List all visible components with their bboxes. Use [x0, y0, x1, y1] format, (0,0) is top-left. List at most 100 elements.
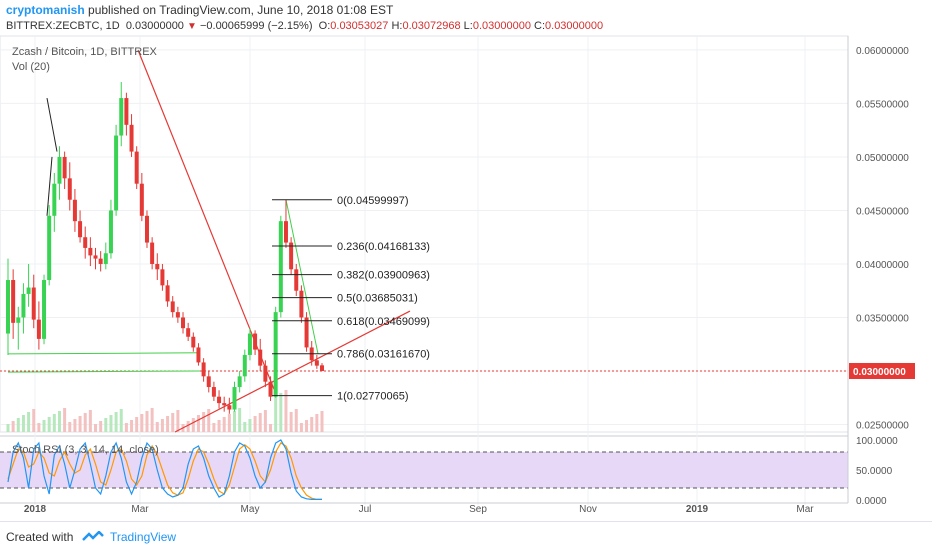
fib-level-label: 1(0.02770065)	[337, 391, 409, 403]
chart-area[interactable]: 0(0.04599997) 0.236(0.04168133) 0.382(0.03…	[0, 0, 932, 521]
price-pane-border	[0, 35, 849, 433]
time-axis: 2018 Mar May Jul Sep Nov 2019 Mar	[0, 502, 848, 515]
candle-body	[175, 312, 180, 318]
volume-bar	[279, 393, 283, 432]
volume-bar	[274, 396, 278, 432]
author-link[interactable]: cryptomanish	[6, 3, 85, 17]
candle-body	[196, 347, 201, 363]
volume-bar	[21, 415, 25, 432]
volume-bar	[263, 410, 267, 432]
price-axis: 0.06000000 0.05500000 0.05000000 0.04500000…	[847, 36, 915, 507]
volume-bar	[99, 421, 103, 432]
down-arrow-icon: ▼	[187, 21, 197, 32]
volume-bar	[150, 408, 154, 432]
volume-bar	[253, 416, 257, 432]
candle-body	[206, 376, 211, 388]
price-tick-label: 0.03500000	[856, 313, 909, 324]
price-tick-label: 0.04500000	[856, 206, 909, 217]
candle-body	[283, 221, 288, 243]
volume-bar	[114, 412, 118, 432]
stoch-tick-label: 100.0000	[856, 436, 898, 447]
tradingview-link[interactable]: TradingView	[110, 530, 177, 544]
volume-bars	[6, 390, 324, 432]
candle-body	[278, 221, 283, 313]
candle-body	[31, 287, 36, 320]
volume-bar	[119, 409, 123, 432]
fib-level-label: 0.618(0.03469099)	[337, 316, 430, 328]
volume-bar	[166, 416, 170, 432]
candle-body	[294, 269, 299, 291]
volume-bar	[88, 410, 92, 432]
candle-body	[139, 183, 144, 216]
drawings	[0, 49, 848, 433]
stoch-tick-label: 50.0000	[856, 466, 893, 477]
volume-bar	[315, 414, 319, 432]
volume-bar	[63, 408, 67, 432]
pane-title: Zcash / Bitcoin, 1D, BITTREX	[12, 46, 158, 58]
publish-header: cryptomanish published on TradingView.co…	[6, 3, 393, 17]
candle-body	[98, 258, 103, 264]
tradingview-logo-icon[interactable]	[82, 531, 104, 543]
candle-body	[144, 215, 149, 243]
open-value: 0.03053027	[330, 20, 389, 32]
volume-bar	[320, 411, 324, 432]
fib-level-label: 0.236(0.04168133)	[337, 241, 430, 253]
price-tick-label: 0.06000000	[856, 46, 909, 57]
candle-body	[201, 362, 206, 377]
volume-bar	[191, 418, 195, 432]
symbol-label: BITTREX:ZECBTC, 1D	[6, 20, 120, 32]
swing-line-b	[46, 156, 53, 216]
volume-bar	[109, 415, 113, 432]
candle-body	[124, 98, 129, 125]
footer: Created with TradingView	[0, 521, 932, 551]
stoch-label: Stoch RSI (3, 3, 14, 14, close)	[12, 444, 159, 456]
candle-body	[119, 98, 124, 136]
grid	[0, 35, 849, 505]
candle-body	[88, 247, 93, 256]
candle-body	[108, 210, 113, 254]
support-line-lower	[7, 370, 201, 373]
volume-bar	[32, 409, 36, 432]
stoch-d-line	[7, 442, 322, 500]
volume-bar	[294, 409, 298, 432]
volume-bar	[176, 410, 180, 432]
volume-label: Vol (20)	[12, 61, 50, 73]
candle-body	[211, 387, 216, 397]
candlesticks	[6, 82, 324, 414]
candle-body	[232, 387, 237, 410]
volume-bar	[83, 413, 87, 432]
volume-bar	[47, 417, 51, 432]
high-value: 0.03072968	[402, 20, 461, 32]
price-tick-label: 0.02500000	[856, 421, 909, 432]
fib-level-label: 0(0.04599997)	[337, 195, 409, 207]
time-tick-label: 2018	[24, 504, 47, 515]
candle-body	[237, 376, 242, 388]
low-label: L:	[463, 20, 473, 32]
time-tick-label: May	[241, 504, 260, 515]
candle-body	[11, 280, 16, 323]
published-text: published on TradingView.com, June 10, 2…	[88, 3, 394, 17]
volume-bar	[258, 413, 262, 432]
volume-bar	[37, 423, 41, 432]
volume-bar	[305, 420, 309, 432]
candle-body	[165, 285, 170, 302]
volume-bar	[155, 422, 159, 432]
stoch-rsi-pane	[0, 439, 848, 500]
last-price: 0.03000000	[125, 20, 184, 32]
price-tick-label: 0.05500000	[856, 99, 909, 110]
candle-body	[181, 317, 186, 329]
candle-body	[253, 333, 258, 350]
candle-body	[16, 317, 21, 323]
candle-body	[67, 178, 72, 200]
volume-bar	[57, 411, 61, 432]
volume-bar	[42, 420, 46, 432]
support-line-upper	[7, 352, 201, 355]
current-price-label: 0.03000000	[853, 367, 906, 378]
volume-bar	[269, 424, 273, 432]
candle-body	[320, 365, 324, 371]
volume-bar	[299, 423, 303, 432]
volume-bar	[6, 424, 10, 432]
candle-body	[227, 405, 232, 410]
swing-line-a	[46, 97, 58, 152]
candle-body	[72, 199, 77, 222]
